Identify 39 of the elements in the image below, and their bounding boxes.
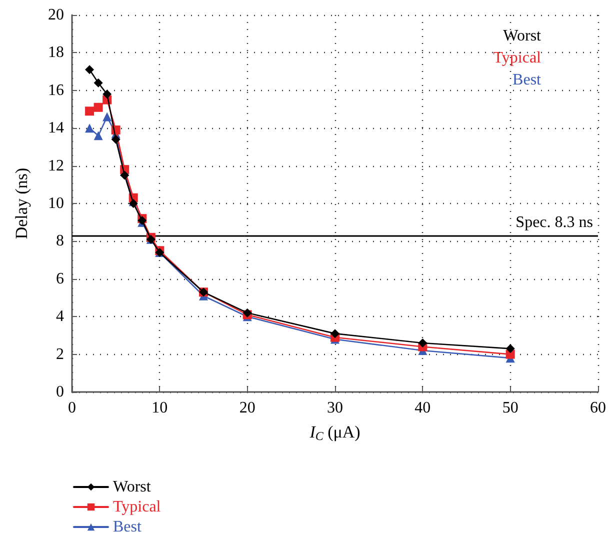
y-tick-label: 10 bbox=[48, 195, 64, 212]
point bbox=[418, 338, 428, 348]
x-tick-label: 30 bbox=[327, 400, 343, 416]
text: Best bbox=[512, 72, 541, 88]
legend-label: Typical bbox=[113, 498, 162, 516]
y-tick-label: 12 bbox=[48, 157, 64, 174]
point bbox=[94, 131, 103, 140]
ref-line-label: Spec. 8.3 ns bbox=[516, 214, 593, 232]
y-tick-label: 2 bbox=[56, 346, 64, 363]
y-tick-label: 18 bbox=[48, 44, 64, 62]
y-tick-label: 0 bbox=[56, 384, 64, 400]
y-tick-label: 14 bbox=[48, 120, 64, 137]
point bbox=[330, 329, 340, 338]
point bbox=[85, 65, 94, 74]
point bbox=[85, 124, 94, 133]
y-axis-title: Delay (ns) bbox=[12, 168, 31, 240]
point bbox=[94, 78, 103, 88]
x-tick-label: 60 bbox=[590, 400, 606, 416]
point bbox=[94, 102, 103, 112]
point bbox=[102, 112, 112, 122]
y-tick-label: 8 bbox=[56, 232, 64, 250]
x-tick-label: 50 bbox=[502, 400, 518, 416]
legend-label: Worst bbox=[113, 478, 152, 496]
point bbox=[120, 170, 130, 180]
point bbox=[102, 90, 112, 99]
x-tick-label: 10 bbox=[152, 400, 168, 416]
point bbox=[506, 344, 515, 354]
y-tick-label: 16 bbox=[48, 82, 64, 99]
point bbox=[111, 134, 120, 144]
legend-label: Best bbox=[113, 518, 142, 536]
x-tick-label: 0 bbox=[68, 400, 76, 416]
y-tick-label: 20 bbox=[48, 6, 64, 24]
x-tick-label: 40 bbox=[414, 400, 431, 416]
point bbox=[85, 106, 94, 116]
text: Worst bbox=[503, 28, 541, 44]
y-tick-label: 6 bbox=[56, 270, 64, 288]
text: Typical bbox=[493, 50, 541, 66]
y-tick-label: 4 bbox=[56, 308, 64, 326]
x-tick-label: 20 bbox=[239, 400, 256, 416]
